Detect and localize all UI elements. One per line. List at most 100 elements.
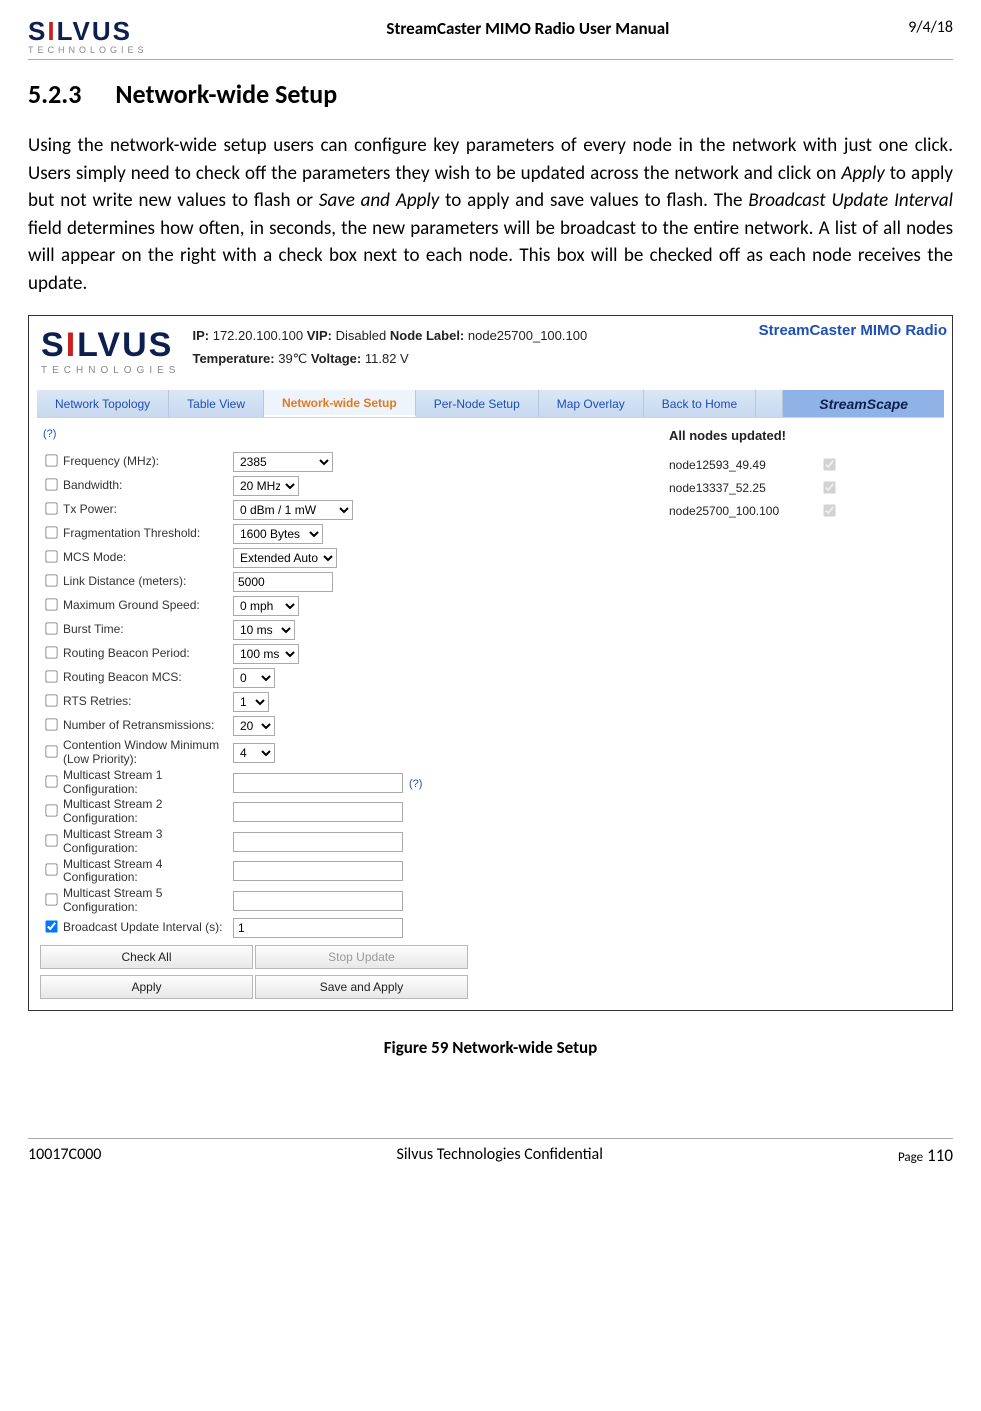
tab-network-topology[interactable]: Network Topology (37, 390, 169, 417)
footer-confidential: Silvus Technologies Confidential (397, 1145, 603, 1166)
section-paragraph: Using the network-wide setup users can c… (28, 132, 953, 297)
param-row: Multicast Stream 5 Configuration: (39, 886, 469, 916)
tab-table-view[interactable]: Table View (169, 390, 264, 417)
node-label-value: node25700_100.100 (468, 328, 587, 343)
param-select[interactable]: Extended Auto (233, 548, 337, 568)
param-select[interactable]: 10 ms (233, 620, 295, 640)
section-title: Network-wide Setup (115, 78, 337, 110)
param-label: Routing Beacon MCS: (63, 671, 233, 685)
param-row: Bandwidth:20 MHz (39, 474, 469, 498)
node-label-label: Node Label: (390, 328, 464, 343)
footer-doc-id: 10017C000 (28, 1145, 101, 1166)
param-row: Frequency (MHz):2385 (39, 450, 469, 474)
param-select[interactable]: 0 mph (233, 596, 299, 616)
tab-streamscape[interactable]: StreamScape (782, 390, 944, 417)
param-checkbox[interactable] (45, 920, 57, 932)
param-select[interactable]: 20 MHz (233, 476, 299, 496)
param-input[interactable] (233, 861, 403, 881)
param-checkbox[interactable] (45, 527, 57, 539)
param-checkbox[interactable] (45, 671, 57, 683)
voltage-value: 11.82 V (365, 351, 409, 366)
vip-value: Disabled (336, 328, 387, 343)
tab-per-node-setup[interactable]: Per-Node Setup (416, 390, 539, 417)
param-checkbox[interactable] (45, 745, 57, 757)
param-row: Burst Time:10 ms (39, 618, 469, 642)
param-select[interactable]: 20 (233, 716, 275, 736)
param-checkbox[interactable] (45, 455, 57, 467)
param-input[interactable] (233, 891, 403, 911)
param-label: Link Distance (meters): (63, 575, 233, 589)
param-checkbox[interactable] (45, 695, 57, 707)
param-checkbox[interactable] (45, 551, 57, 563)
param-row: Multicast Stream 3 Configuration: (39, 827, 469, 857)
param-input[interactable] (233, 918, 403, 938)
param-checkbox[interactable] (45, 575, 57, 587)
param-label: Frequency (MHz): (63, 455, 233, 469)
logo-text: SILVUS (28, 18, 148, 44)
param-label: Multicast Stream 2 Configuration: (63, 798, 233, 826)
param-row: Maximum Ground Speed:0 mph (39, 594, 469, 618)
param-label: Fragmentation Threshold: (63, 527, 233, 541)
param-row: MCS Mode:Extended Auto (39, 546, 469, 570)
param-input[interactable] (233, 832, 403, 852)
help-link[interactable]: (?) (43, 428, 469, 440)
param-checkbox[interactable] (45, 864, 57, 876)
tab-map-overlay[interactable]: Map Overlay (539, 390, 644, 417)
param-input[interactable] (233, 802, 403, 822)
save-and-apply-button[interactable]: Save and Apply (255, 975, 468, 999)
param-select[interactable]: 2385 (233, 452, 333, 472)
figure-caption: Figure 59 Network-wide Setup (28, 1037, 953, 1058)
temperature-label: Temperature: (192, 351, 274, 366)
param-checkbox[interactable] (45, 599, 57, 611)
node-name: node13337_52.25 (669, 481, 819, 495)
footer-page: Page110 (898, 1145, 953, 1166)
logo-subtext: TECHNOLOGIES (28, 46, 148, 55)
check-all-button[interactable]: Check All (40, 945, 253, 969)
param-select[interactable]: 100 ms (233, 644, 299, 664)
param-checkbox[interactable] (45, 647, 57, 659)
param-checkbox[interactable] (45, 719, 57, 731)
screenshot-figure: SILVUS TECHNOLOGIES IP: 172.20.100.100 V… (28, 315, 953, 1011)
param-checkbox[interactable] (45, 623, 57, 635)
node-name: node12593_49.49 (669, 458, 819, 472)
node-checkbox (823, 459, 835, 471)
param-checkbox[interactable] (45, 893, 57, 905)
param-checkbox[interactable] (45, 503, 57, 515)
apply-button[interactable]: Apply (40, 975, 253, 999)
param-input[interactable] (233, 572, 333, 592)
param-select[interactable]: 1600 Bytes (233, 524, 323, 544)
node-checkbox (823, 505, 835, 517)
param-select[interactable]: 1 (233, 692, 269, 712)
param-row: Multicast Stream 2 Configuration: (39, 797, 469, 827)
tab-back-to-home[interactable]: Back to Home (644, 390, 756, 417)
tab-network-wide-setup[interactable]: Network-wide Setup (264, 390, 416, 417)
app-logo: SILVUS TECHNOLOGIES (37, 322, 180, 386)
param-checkbox[interactable] (45, 834, 57, 846)
param-row: Fragmentation Threshold:1600 Bytes (39, 522, 469, 546)
logo: SILVUS TECHNOLOGIES (28, 18, 148, 55)
param-select[interactable]: 4 (233, 743, 275, 763)
param-row: Contention Window Minimum (Low Priority)… (39, 738, 469, 768)
param-checkbox[interactable] (45, 775, 57, 787)
param-label: Broadcast Update Interval (s): (63, 921, 233, 935)
tab-bar: Network Topology Table View Network-wide… (37, 390, 944, 418)
param-label: Multicast Stream 1 Configuration: (63, 769, 233, 797)
temperature-value: 39℃ (278, 351, 307, 366)
help-icon[interactable]: (?) (409, 778, 422, 790)
stop-update-button[interactable]: Stop Update (255, 945, 468, 969)
param-checkbox[interactable] (45, 805, 57, 817)
param-label: Multicast Stream 5 Configuration: (63, 887, 233, 915)
param-row: Multicast Stream 1 Configuration: (?) (39, 768, 469, 798)
param-checkbox[interactable] (45, 479, 57, 491)
node-row: node13337_52.25 (669, 476, 942, 499)
param-label: MCS Mode: (63, 551, 233, 565)
param-input[interactable] (233, 773, 403, 793)
param-row: Link Distance (meters): (39, 570, 469, 594)
section-heading: 5.2.3Network-wide Setup (28, 78, 953, 110)
param-label: Multicast Stream 3 Configuration: (63, 828, 233, 856)
param-select[interactable]: 0 dBm / 1 mW (233, 500, 353, 520)
param-label: Maximum Ground Speed: (63, 599, 233, 613)
param-select[interactable]: 0 (233, 668, 275, 688)
nodes-status-title: All nodes updated! (669, 428, 942, 443)
voltage-label: Voltage: (311, 351, 361, 366)
